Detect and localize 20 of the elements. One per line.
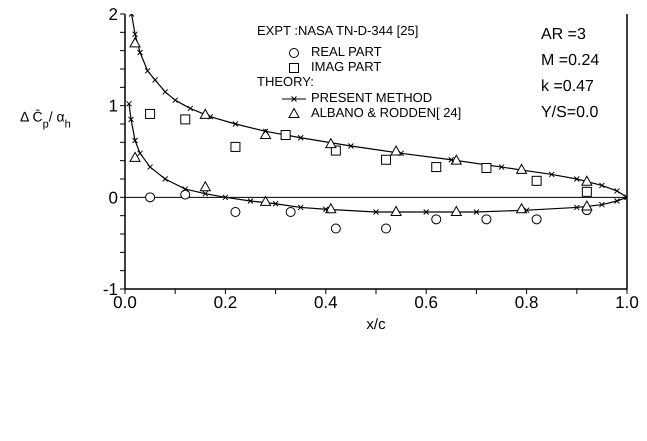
x-tick-label: 0.4 (314, 293, 338, 312)
y-tick-label: 0 (108, 188, 118, 208)
annotation: THEORY: (257, 74, 315, 90)
x-tick-label: 0.2 (214, 293, 238, 312)
legend-title: EXPT :NASA TN-D-344 [25] (257, 22, 420, 40)
y-axis-title: Δ C̄$_{p}$/ α$_{h}$ (20, 108, 71, 130)
legend-label: ALBANO & RODDEN[ 24] (310, 105, 462, 120)
y-tick-label: 2 (108, 5, 118, 24)
legend-label: IMAG PART (310, 59, 382, 74)
annotation: AR =3 (541, 25, 587, 45)
x-tick-label: 0.8 (514, 293, 538, 312)
legend-label: REAL PART (310, 44, 383, 59)
x-axis-title: x/c (366, 316, 386, 333)
annotation: Y/S=0.0 (541, 103, 600, 123)
y-tick-label: 1 (108, 96, 118, 116)
annotation: k =0.47 (541, 77, 595, 97)
annotation: M =0.24 (541, 51, 600, 71)
legend-label: PRESENT METHOD (310, 90, 434, 105)
x-tick-label: 1.0 (615, 293, 639, 312)
x-tick-label: 0.6 (414, 293, 438, 312)
